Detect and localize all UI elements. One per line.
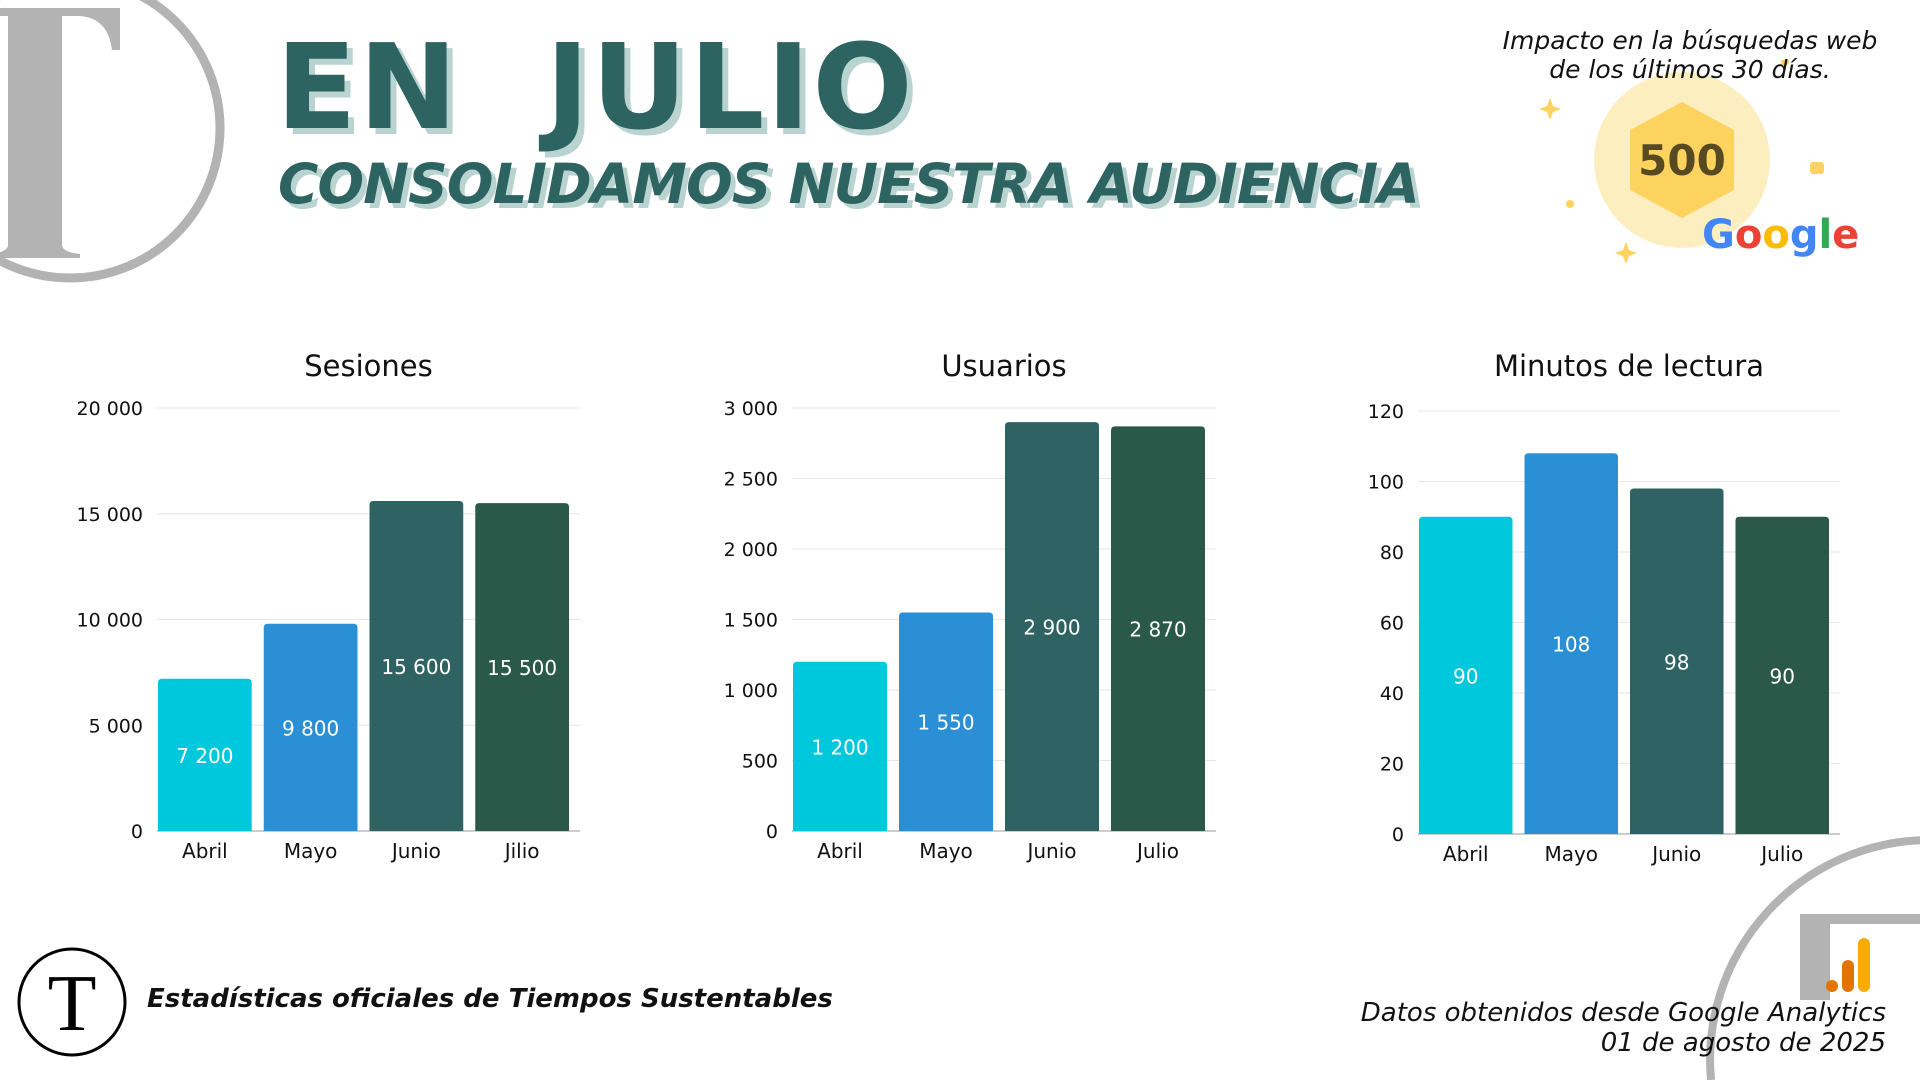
data-label: 7 200 bbox=[176, 744, 233, 768]
y-tick-label: 40 bbox=[1380, 683, 1404, 705]
x-tick-label: Julio bbox=[1759, 842, 1803, 866]
dot-icon bbox=[1781, 60, 1789, 66]
logo-t-glyph bbox=[1800, 914, 1920, 1000]
x-tick-label: Junio bbox=[1025, 839, 1076, 863]
tiempos-sustentables-logo: T bbox=[17, 947, 127, 1057]
badge-caption-line2: de los últimos 30 días. bbox=[1549, 55, 1831, 84]
bar bbox=[1735, 516, 1829, 834]
y-tick-label: 3 000 bbox=[724, 398, 778, 420]
thumbs-up-icon bbox=[1810, 162, 1824, 174]
chart-usuarios: Usuarios 0 500 1 000 1 500 2 000 2 500 3 000 1 2… bbox=[724, 349, 1216, 863]
bar bbox=[1419, 516, 1513, 834]
chart-sesiones: Sesiones 0 5 000 10 000 15 000 20 000 7 200 Abr… bbox=[77, 349, 580, 863]
x-tick-label: Mayo bbox=[284, 839, 338, 863]
sparkle-icon bbox=[1615, 242, 1637, 264]
y-tick-label: 80 bbox=[1380, 542, 1404, 564]
dot-icon bbox=[1566, 200, 1574, 208]
data-label: 2 870 bbox=[1129, 618, 1186, 642]
logo-ring bbox=[0, 0, 225, 283]
bar bbox=[1111, 426, 1205, 831]
bar bbox=[1630, 488, 1724, 834]
data-label: 2 900 bbox=[1023, 616, 1080, 640]
x-tick-label: Abril bbox=[817, 839, 863, 863]
y-tick-label: 15 000 bbox=[77, 504, 143, 526]
x-tick-label: Junio bbox=[390, 839, 441, 863]
x-tick-label: Julio bbox=[1135, 839, 1179, 863]
google-logo: Google bbox=[1702, 212, 1859, 258]
data-label: 108 bbox=[1552, 633, 1590, 657]
y-tick-label: 10 000 bbox=[77, 610, 143, 632]
footer-caption: Estadísticas oficiales de Tiempos Susten… bbox=[147, 984, 833, 1014]
page-title: EN JULIO bbox=[276, 18, 915, 156]
x-tick-label: Abril bbox=[182, 839, 228, 863]
data-label: 1 200 bbox=[811, 735, 868, 759]
data-label: 15 500 bbox=[487, 656, 557, 680]
data-label: 90 bbox=[1453, 664, 1478, 688]
y-tick-label: 2 000 bbox=[724, 539, 778, 561]
y-tick-label: 500 bbox=[742, 751, 778, 773]
bar bbox=[793, 661, 887, 831]
badge-caption-line1: Impacto en la búsquedas web bbox=[1502, 26, 1878, 55]
data-source-line1: Datos obtenidos desde Google Analytics bbox=[1360, 998, 1886, 1028]
google-analytics-icon bbox=[1826, 938, 1870, 992]
y-tick-label: 0 bbox=[131, 821, 143, 843]
x-tick-label: Jilio bbox=[503, 839, 540, 863]
bar bbox=[1524, 453, 1618, 834]
data-source: Datos obtenidos desde Google Analytics 0… bbox=[1361, 998, 1886, 1058]
google-badge: 500 Google bbox=[1539, 60, 1859, 264]
data-label: 15 600 bbox=[381, 655, 451, 679]
data-label: 9 800 bbox=[282, 716, 339, 740]
corner-logo-top-left bbox=[0, 0, 225, 283]
bar bbox=[1005, 422, 1099, 831]
chart-minutos-lectura: Minutos de lectura 0 20 40 60 80 100 120 90 Abril… bbox=[1368, 349, 1840, 866]
bar bbox=[369, 501, 464, 831]
chart-title: Sesiones bbox=[304, 349, 433, 383]
chart-title: Usuarios bbox=[941, 349, 1066, 383]
y-tick-label: 0 bbox=[766, 821, 778, 843]
logo-ring bbox=[1706, 836, 1920, 1080]
data-label: 90 bbox=[1770, 664, 1795, 688]
x-tick-label: Junio bbox=[1650, 842, 1701, 866]
y-tick-label: 20 bbox=[1380, 754, 1404, 776]
y-tick-label: 60 bbox=[1380, 613, 1404, 635]
corner-logo-bottom-right bbox=[1706, 836, 1920, 1080]
badge-caption: Impacto en la búsquedas web de los últim… bbox=[1490, 26, 1890, 84]
data-label: 98 bbox=[1664, 650, 1689, 674]
x-tick-label: Abril bbox=[1443, 842, 1489, 866]
x-tick-label: Mayo bbox=[919, 839, 973, 863]
y-tick-label: 2 500 bbox=[724, 469, 778, 491]
y-tick-label: 120 bbox=[1368, 401, 1404, 423]
logo-t-glyph bbox=[0, 8, 120, 258]
data-label: 1 550 bbox=[917, 711, 974, 735]
sparkle-icon bbox=[1539, 98, 1561, 120]
logo-letter: T bbox=[48, 960, 97, 1048]
y-tick-label: 20 000 bbox=[77, 398, 143, 420]
y-tick-label: 1 000 bbox=[724, 680, 778, 702]
y-tick-label: 5 000 bbox=[89, 715, 143, 737]
y-tick-label: 0 bbox=[1392, 824, 1404, 846]
chart-title: Minutos de lectura bbox=[1494, 349, 1764, 383]
hexagon-icon bbox=[1630, 102, 1734, 218]
data-source-line2: 01 de agosto de 2025 bbox=[1600, 1028, 1886, 1058]
bar bbox=[158, 678, 252, 831]
badge-value: 500 bbox=[1638, 136, 1726, 185]
page-subtitle: CONSOLIDAMOS NUESTRA AUDIENCIA bbox=[278, 152, 1420, 216]
y-tick-label: 1 500 bbox=[724, 610, 778, 632]
y-tick-label: 100 bbox=[1368, 472, 1404, 494]
x-tick-label: Mayo bbox=[1544, 842, 1598, 866]
bar bbox=[475, 503, 569, 831]
bar bbox=[263, 623, 358, 831]
bar bbox=[899, 612, 993, 831]
